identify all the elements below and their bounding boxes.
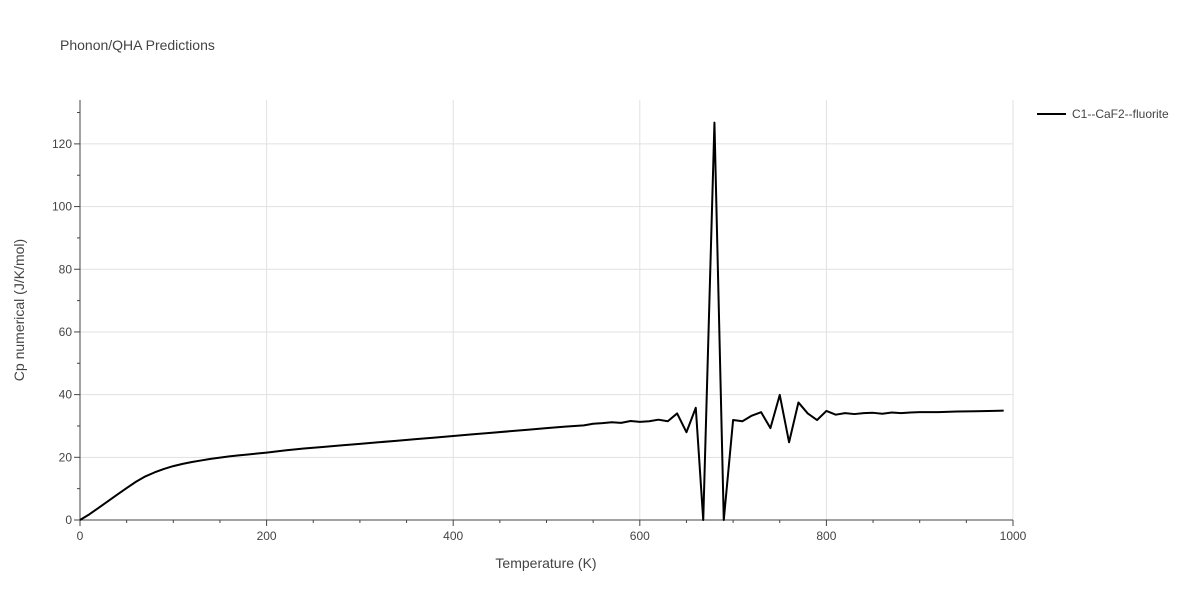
x-tick-label: 1000 [1000,529,1027,543]
x-tick-label: 800 [816,529,836,543]
legend-label[interactable]: C1--CaF2--fluorite [1072,107,1169,121]
y-tick-label: 40 [59,388,73,402]
chart-title: Phonon/QHA Predictions [60,37,215,53]
y-tick-label: 100 [52,200,72,214]
series-line [79,121,1004,521]
y-tick-label: 0 [65,513,72,527]
x-tick-label: 400 [443,529,463,543]
y-tick-label: 20 [59,450,73,464]
legend[interactable]: C1--CaF2--fluorite [1037,107,1169,121]
y-axis-ticks: 0 20 40 60 80 100 120 [52,112,80,527]
y-tick-label: 60 [59,325,73,339]
x-axis-label: Temperature (K) [495,555,596,571]
y-tick-label: 80 [59,262,73,276]
x-tick-label: 0 [77,529,84,543]
x-tick-label: 200 [257,529,277,543]
x-tick-label: 600 [630,529,650,543]
grid-lines [80,100,1014,520]
plot-area [79,121,1004,521]
x-axis-ticks: 0 200 400 600 800 1000 [77,520,1027,543]
y-tick-label: 120 [52,137,72,151]
y-axis-label: Cp numerical (J/K/mol) [11,239,27,381]
